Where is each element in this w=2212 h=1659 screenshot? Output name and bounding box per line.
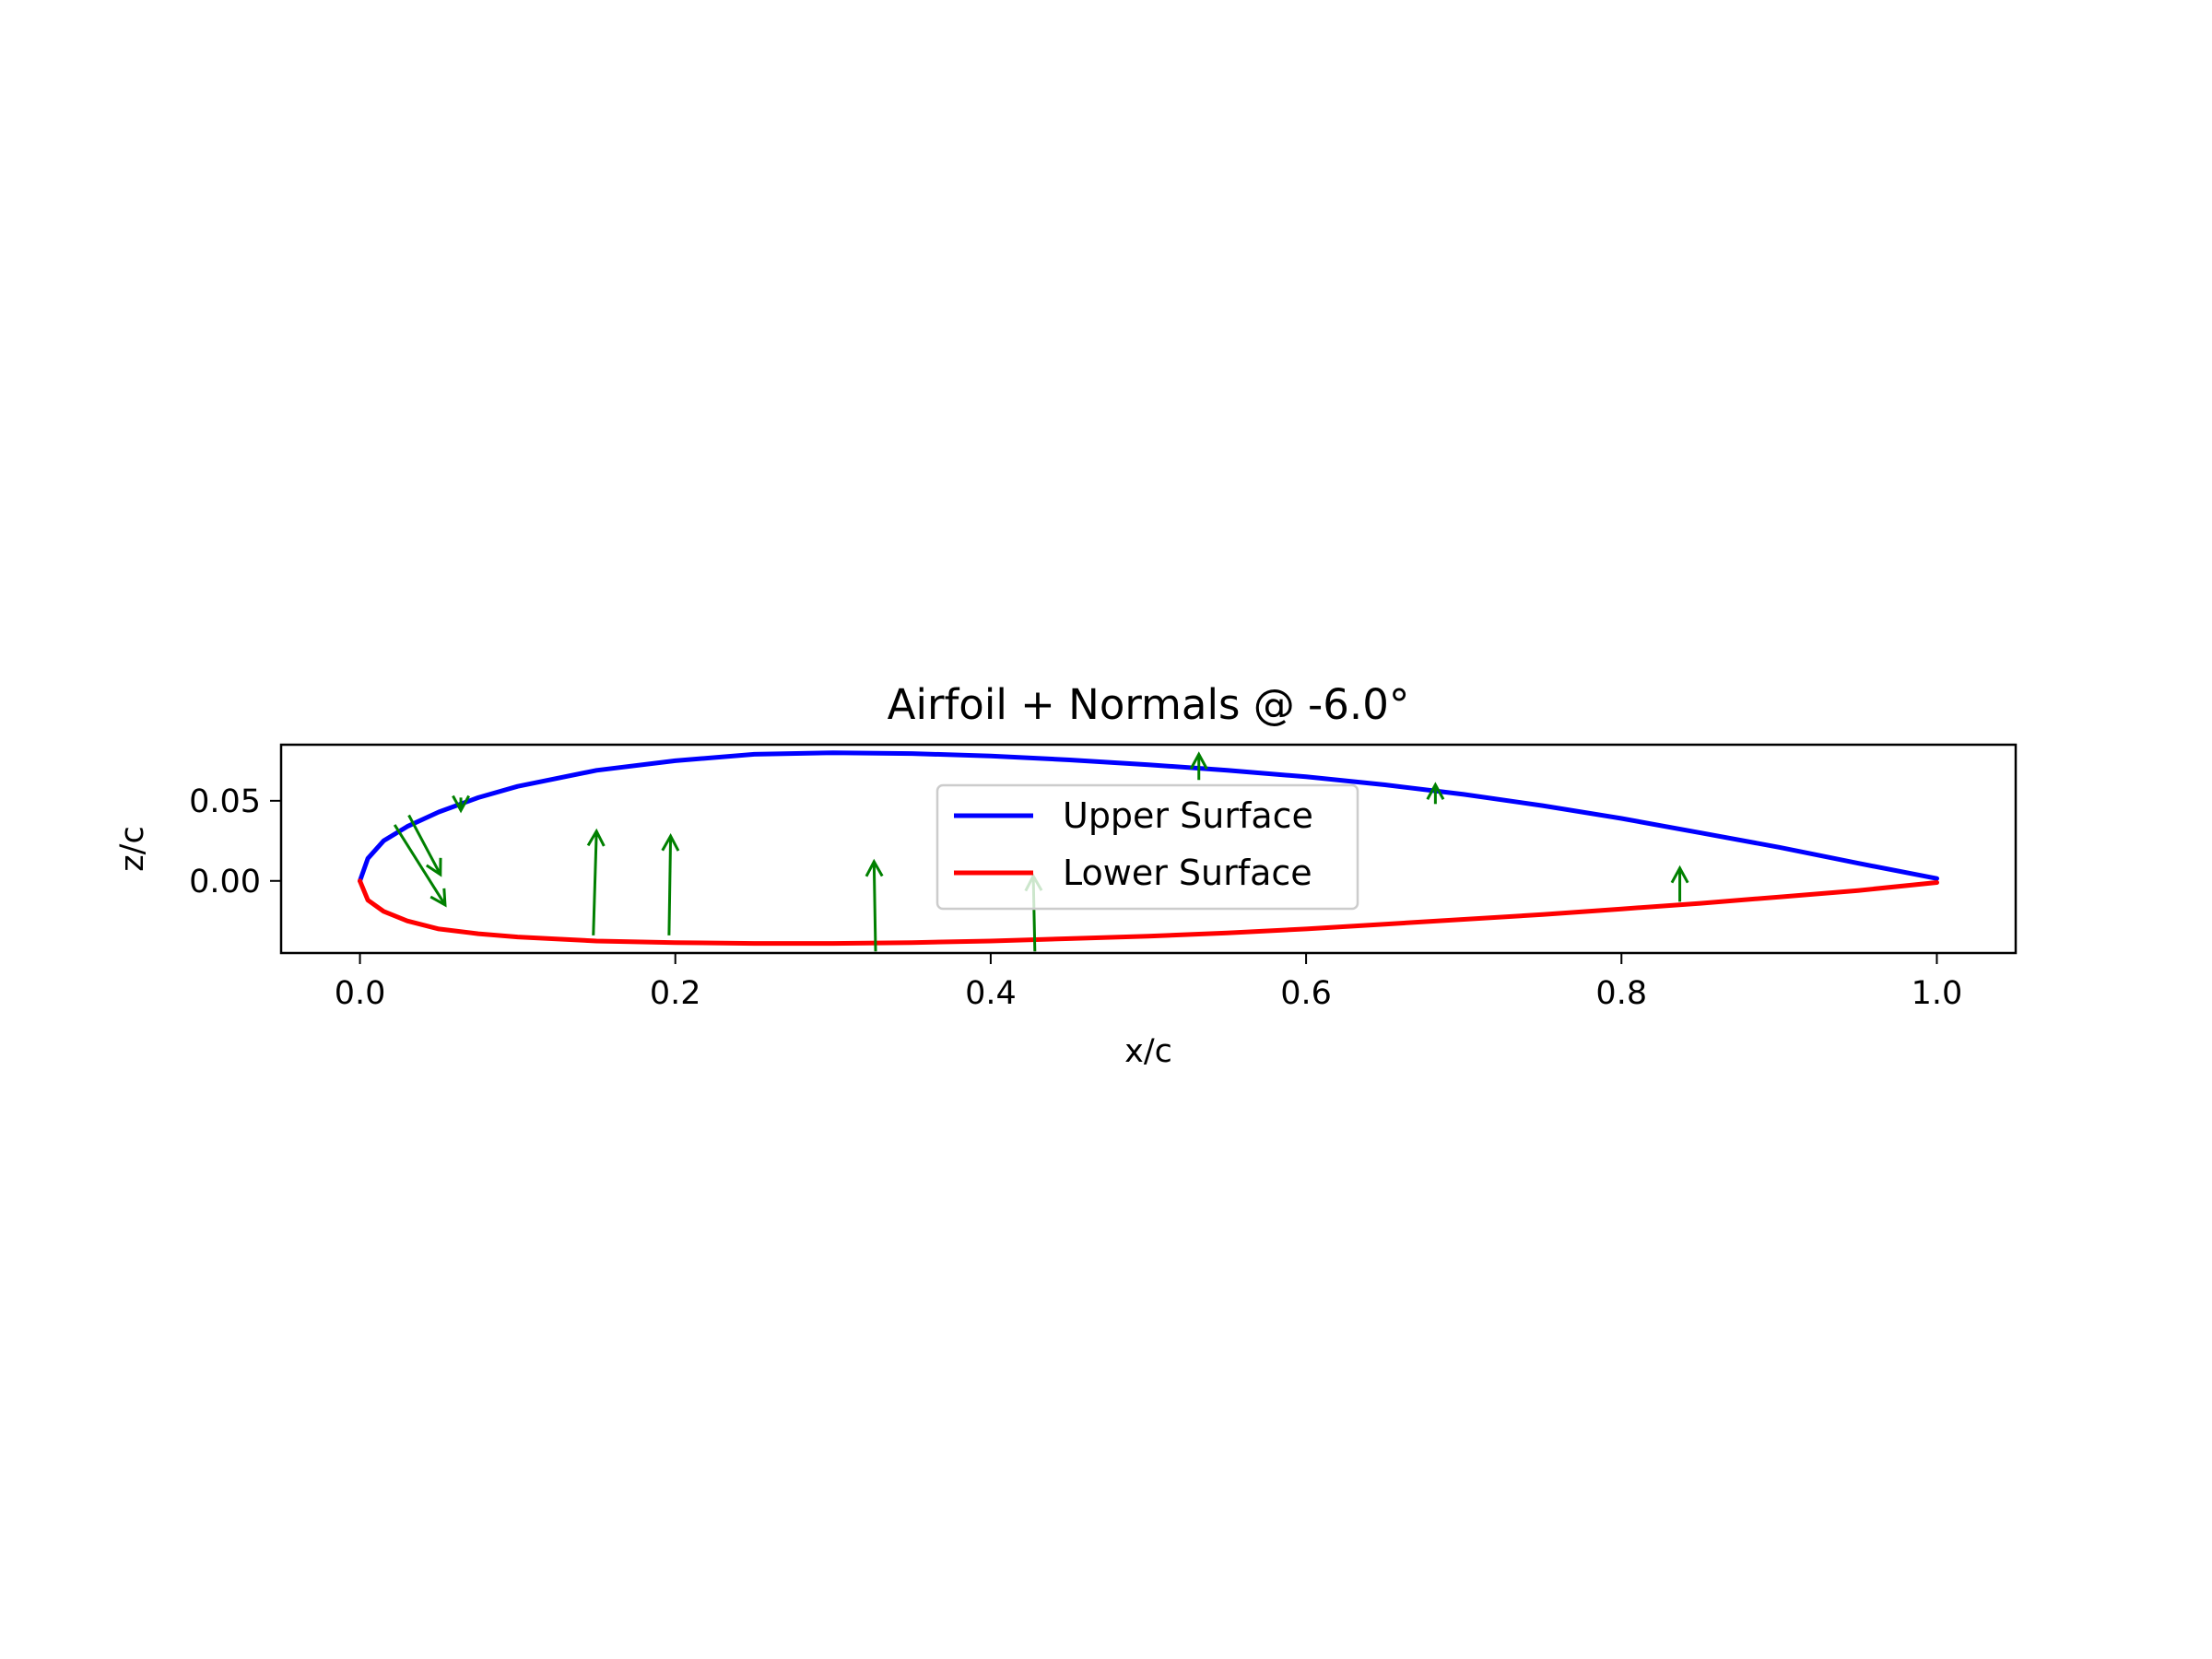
x-tick-label: 0.4 <box>965 975 1017 1012</box>
x-tick-label: 0.8 <box>1595 975 1647 1012</box>
normal-arrow <box>1191 754 1206 780</box>
y-tick-label: 0.05 <box>189 783 261 820</box>
x-tick-label: 1.0 <box>1912 975 1963 1012</box>
normal-arrow <box>663 836 678 935</box>
x-axis-label: x/c <box>1124 1033 1172 1070</box>
y-tick-label: 0.00 <box>189 864 261 900</box>
x-tick-label: 0.6 <box>1280 975 1332 1012</box>
x-axis-ticks: 0.0 0.2 0.4 0.6 0.8 1.0 <box>335 953 1963 1012</box>
normal-arrow <box>866 862 882 951</box>
legend-label-lower-surface: Lower Surface <box>1063 853 1312 893</box>
normal-arrow <box>1428 784 1443 804</box>
chart-title: Airfoil + Normals @ -6.0° <box>888 680 1410 729</box>
normal-arrow-shaft <box>409 815 441 874</box>
y-axis-label: z/c <box>114 826 151 871</box>
normal-arrow-shaft <box>874 862 876 951</box>
legend-label-upper-surface: Upper Surface <box>1063 795 1313 836</box>
normal-arrow <box>588 831 604 935</box>
normal-arrow <box>1672 868 1688 902</box>
legend: Upper Surface Lower Surface <box>937 785 1358 909</box>
normal-arrow-shaft <box>669 836 671 935</box>
x-tick-label: 0.0 <box>335 975 386 1012</box>
x-tick-label: 0.2 <box>650 975 701 1012</box>
y-axis-ticks: 0.00 0.05 <box>189 783 281 900</box>
normal-arrow <box>409 815 441 874</box>
normal-arrow-shaft <box>594 831 596 935</box>
